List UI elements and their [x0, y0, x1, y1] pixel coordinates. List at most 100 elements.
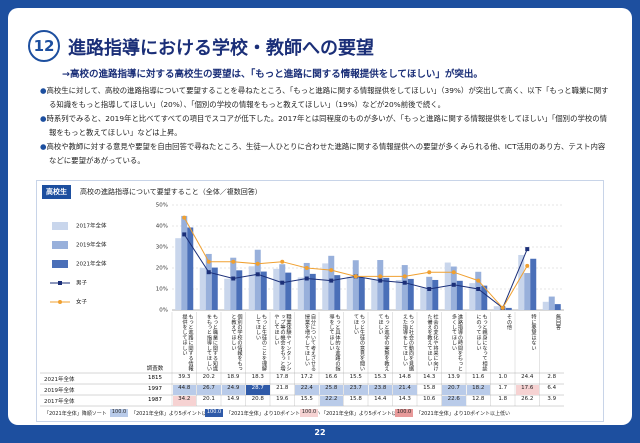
table-cell: 39.3	[178, 373, 191, 380]
legend-label: 男子	[76, 280, 88, 287]
table-cell: 14.3	[423, 373, 436, 380]
table-cell: 17.2	[300, 373, 313, 380]
table-cell: 14.3	[398, 395, 411, 402]
table-cell: 18.9	[227, 373, 240, 380]
category-label: 進路指導の時間をもっと多くしてほしい	[451, 314, 463, 372]
bar	[303, 262, 310, 310]
bar	[297, 277, 304, 310]
category-label: もっと進学の実態を教えてほしい	[377, 314, 390, 372]
bar	[175, 238, 182, 310]
bar	[450, 266, 457, 310]
point	[353, 274, 358, 279]
title: 進路指導における学校・教師への要望	[68, 38, 374, 59]
point	[378, 278, 383, 283]
point	[329, 278, 334, 283]
bar	[273, 268, 280, 310]
category-label: 自分について考えさせる授業を増やしてほしい	[304, 314, 316, 372]
bar	[279, 264, 286, 310]
bar	[181, 215, 188, 310]
point	[451, 282, 456, 287]
table-cell: 26.7	[197, 384, 221, 395]
category-label: 社会の変化や将来に向けた備えを教えてほしい	[426, 314, 439, 372]
table-cell: 6.4	[547, 384, 557, 391]
bar	[432, 279, 439, 310]
note-swatch: 100.0	[110, 409, 128, 417]
bar	[371, 279, 378, 310]
legend-marker	[58, 300, 62, 304]
sheet	[8, 8, 632, 425]
table-cell: 44.8	[172, 384, 196, 395]
point	[182, 232, 187, 237]
y-tick-label: 0%	[159, 308, 168, 314]
bar	[548, 296, 555, 310]
bar	[426, 276, 433, 310]
point	[182, 215, 187, 220]
legend-label: 2021年全体	[76, 260, 107, 268]
category-label: もっと生徒のことを理解してほしい	[255, 314, 267, 372]
bar	[542, 301, 549, 310]
table-cell: 21.8	[276, 384, 289, 391]
point	[525, 263, 530, 268]
bullet: ●時系列でみると、2019年と比べてすべての項目でスコアが低下した。2017年と…	[40, 112, 610, 140]
bullet: ●高校や教師に対する意見や要望を自由回答で尋ねたところ、生徒一人ひとりに合わせた…	[40, 140, 610, 168]
table-cell: 1.7	[498, 384, 508, 391]
bullet-marker: ●	[40, 86, 47, 95]
table-cell: 1.0	[498, 373, 508, 380]
table-cell: 18.2	[466, 384, 490, 395]
point	[255, 272, 260, 277]
table-cell: 18.3	[251, 373, 264, 380]
table-cell: 22.2	[319, 395, 343, 406]
bar	[524, 273, 531, 310]
bar	[224, 278, 231, 310]
row-label: 2019年全体	[44, 388, 75, 394]
point	[329, 268, 334, 273]
bar	[358, 277, 365, 310]
point	[476, 278, 481, 283]
n-header: 調査数	[146, 366, 164, 372]
point	[378, 274, 383, 279]
table-cell: 24.4	[521, 373, 534, 380]
table-cell: 15.5	[300, 395, 313, 402]
bullet-text: 高校生に対して、高校の進路指導について要望することを尋ねたところ、「もっと進路に…	[46, 86, 609, 109]
table-cell: 15.8	[349, 395, 362, 402]
table-cell: 23.8	[368, 384, 392, 395]
point	[304, 276, 309, 281]
table-cell: 20.7	[442, 384, 466, 395]
bar	[505, 307, 512, 310]
category-label: 職業体験やインターンシップ等の機会をもっと増やしてほしい	[273, 314, 292, 372]
table-cell: 26.2	[521, 395, 534, 402]
point	[402, 280, 407, 285]
category-label: もっと生徒の意見を聞いてほしい	[353, 314, 365, 372]
lead: →高校の進路指導に対する高校生の要望は、「もっと進路に関する情報提供をしてほしい…	[62, 69, 483, 80]
bar	[211, 267, 218, 310]
table-cell: 10.6	[423, 395, 436, 402]
bar	[420, 287, 427, 310]
table-cell: 11.6	[472, 373, 485, 380]
row-n: 1997	[148, 386, 162, 392]
category-label: もっと職業に関する知識をもっと指導してほしい	[206, 314, 218, 372]
bar	[187, 227, 194, 310]
table-cell: 22.6	[442, 395, 466, 406]
y-tick-label: 50%	[156, 203, 168, 209]
bar	[469, 283, 476, 310]
point	[525, 247, 530, 252]
note-text: 「2021年全体」より5ポイント以上低い	[321, 411, 412, 417]
bar	[401, 265, 408, 310]
bar	[554, 304, 561, 310]
row-n: 1987	[148, 397, 162, 403]
table-cell: 3.9	[547, 395, 557, 402]
bullet-text: 時系列でみると、2019年と比べてすべての項目でスコアが低下した。2017年とは…	[46, 114, 608, 137]
legend-swatch	[52, 241, 68, 249]
section-number: 12	[28, 30, 60, 62]
table-cell: 34.2	[172, 395, 196, 406]
point	[427, 287, 432, 291]
bar	[199, 267, 206, 310]
note-text: 「2021年全体」より10ポイント以上高い	[226, 411, 320, 417]
category-label: 特に要望はない	[530, 314, 537, 351]
table-cell: 22.4	[295, 384, 319, 395]
bar	[518, 254, 525, 310]
category-label: もっと具体的な進路の指導をしてほしい	[328, 314, 341, 372]
bar	[346, 276, 353, 310]
legend-marker	[58, 281, 62, 285]
